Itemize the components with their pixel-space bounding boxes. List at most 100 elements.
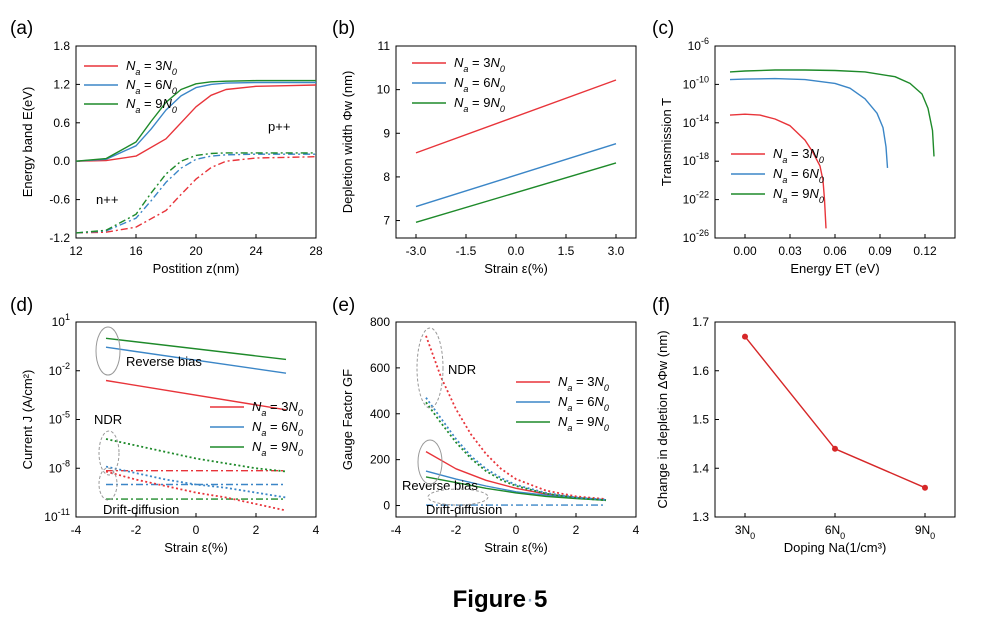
x-tick-label: 3.0 — [608, 244, 625, 258]
x-tick-label: -3.0 — [406, 244, 427, 258]
y-tick-label: 10-14 — [683, 113, 709, 130]
annotation: Reverse bias — [402, 478, 478, 493]
x-tick-label: 9N0 — [915, 523, 935, 541]
plot-frame — [395, 45, 637, 239]
y-tick-label: 10-5 — [49, 410, 70, 427]
legend-label: Na = 9N0 — [252, 439, 303, 458]
x-tick-label: 0.00 — [733, 244, 757, 258]
annotation: Drift-diffusion — [426, 502, 502, 517]
series-line — [415, 143, 617, 208]
y-axis-label: Gauge Factor GF — [340, 369, 355, 470]
x-tick-label: 4 — [633, 523, 640, 537]
panel-label: (c) — [652, 18, 674, 39]
panel-d: (d) -4 -2 0 2 4 101 10-2 10-5 10-8 10-11 Strain ε(%… — [10, 295, 320, 555]
annotation: NDR — [94, 412, 122, 427]
series-group — [744, 336, 926, 489]
legend-label: Na = 3N0 — [454, 55, 505, 74]
y-tick-label: 600 — [370, 361, 390, 375]
y-tick-label: 11 — [378, 39, 391, 53]
ndr-ellipse — [98, 430, 120, 476]
y-tick-label: -0.6 — [49, 193, 70, 207]
series-line — [105, 346, 287, 374]
reverse-bias-ellipse — [417, 439, 443, 485]
y-tick-label: 0 — [383, 499, 390, 513]
x-tick-label: 4 — [313, 523, 320, 537]
reverse-bias-ellipse — [95, 326, 121, 376]
y-tick-label: 9 — [383, 126, 390, 140]
series-line — [415, 79, 617, 154]
series-group — [729, 69, 935, 229]
series-group — [76, 79, 316, 234]
y-tick-label: 10-18 — [683, 151, 709, 168]
x-tick-label: 0.12 — [913, 244, 937, 258]
x-axis-label: Strain ε(%) — [484, 540, 548, 555]
legend-label: Na = 3N0 — [126, 58, 177, 77]
x-tick-label: 0 — [513, 523, 520, 537]
plot-frame — [75, 45, 317, 239]
x-axis-label: Doping Na(1/cm³) — [784, 540, 887, 555]
legend-label: Na = 6N0 — [773, 166, 824, 185]
legend-label: Na = 9N0 — [126, 96, 177, 115]
y-tick-label: 1.2 — [53, 77, 70, 91]
series-line — [76, 152, 316, 234]
y-tick-label: 200 — [370, 453, 390, 467]
series-line — [415, 162, 617, 223]
y-tick-label: 7 — [383, 214, 390, 228]
x-axis-label: Postition z(nm) — [153, 261, 240, 276]
y-tick-label: 10 — [377, 83, 391, 97]
y-tick-label: 10-8 — [49, 458, 70, 475]
x-tick-label: -2 — [131, 523, 142, 537]
y-axis-label: Current J (A/cm²) — [20, 370, 35, 470]
y-tick-label: 10-10 — [683, 74, 709, 91]
series-group — [425, 335, 607, 506]
y-tick-label: 1.3 — [692, 510, 709, 524]
plot-frame — [714, 45, 956, 239]
y-tick-label: -1.2 — [49, 231, 70, 245]
y-tick-label: 10-6 — [688, 36, 709, 53]
drift-diffusion-ellipse — [427, 488, 489, 506]
y-tick-label: 10-22 — [683, 190, 709, 207]
series-line — [105, 337, 287, 361]
drift-diffusion-ellipse — [98, 467, 118, 501]
series-line — [729, 77, 889, 168]
series-line — [105, 379, 287, 411]
x-tick-label: 3N0 — [735, 523, 755, 541]
data-point — [832, 445, 838, 452]
x-tick-label: 12 — [69, 244, 83, 258]
x-axis-label: Energy ET (eV) — [790, 261, 879, 276]
y-tick-label: 10-11 — [44, 507, 70, 524]
x-tick-label: 16 — [129, 244, 143, 258]
y-tick-label: 800 — [370, 315, 390, 329]
x-tick-label: 6N0 — [825, 523, 845, 541]
y-tick-label: 101 — [52, 312, 70, 329]
series-line — [105, 470, 287, 512]
y-tick-label: 1.7 — [692, 315, 709, 329]
panel-label: (f) — [652, 295, 670, 316]
y-tick-label: 10-2 — [49, 361, 70, 378]
panel-c: (c) 0.00 0.03 0.06 0.09 0.12 10-6 10-10 10-14 10-… — [652, 18, 956, 276]
panel-label: (a) — [10, 18, 33, 39]
legend-label: Na = 6N0 — [252, 419, 303, 438]
annotation: p++ — [268, 119, 290, 134]
panel-label: (e) — [332, 295, 355, 316]
caption-dot: · — [525, 586, 534, 613]
series-line — [76, 79, 316, 162]
x-axis-label: Strain ε(%) — [484, 261, 548, 276]
series-line — [425, 476, 607, 501]
y-tick-label: 1.8 — [53, 39, 70, 53]
x-tick-label: -1.5 — [456, 244, 477, 258]
y-tick-label: 1.6 — [692, 364, 709, 378]
panel-f: (f) 3N0 6N0 9N0 1.3 1.4 1.5 1.6 1.7 Doping Na(1/c… — [652, 295, 956, 555]
ndr-ellipse — [416, 327, 444, 409]
annotation: n++ — [96, 192, 118, 207]
panel-a: (a) 12 16 20 24 28 -1.2 -0.6 0.0 0.6 1.2 1.8 Postiti… — [10, 18, 323, 276]
series-line — [76, 84, 316, 162]
legend-label: Na = 3N0 — [252, 399, 303, 418]
series-line — [729, 113, 827, 229]
y-axis-label: Depletion width Φw (nm) — [340, 71, 355, 214]
series-group — [105, 337, 287, 512]
legend-label: Na = 9N0 — [454, 95, 505, 114]
